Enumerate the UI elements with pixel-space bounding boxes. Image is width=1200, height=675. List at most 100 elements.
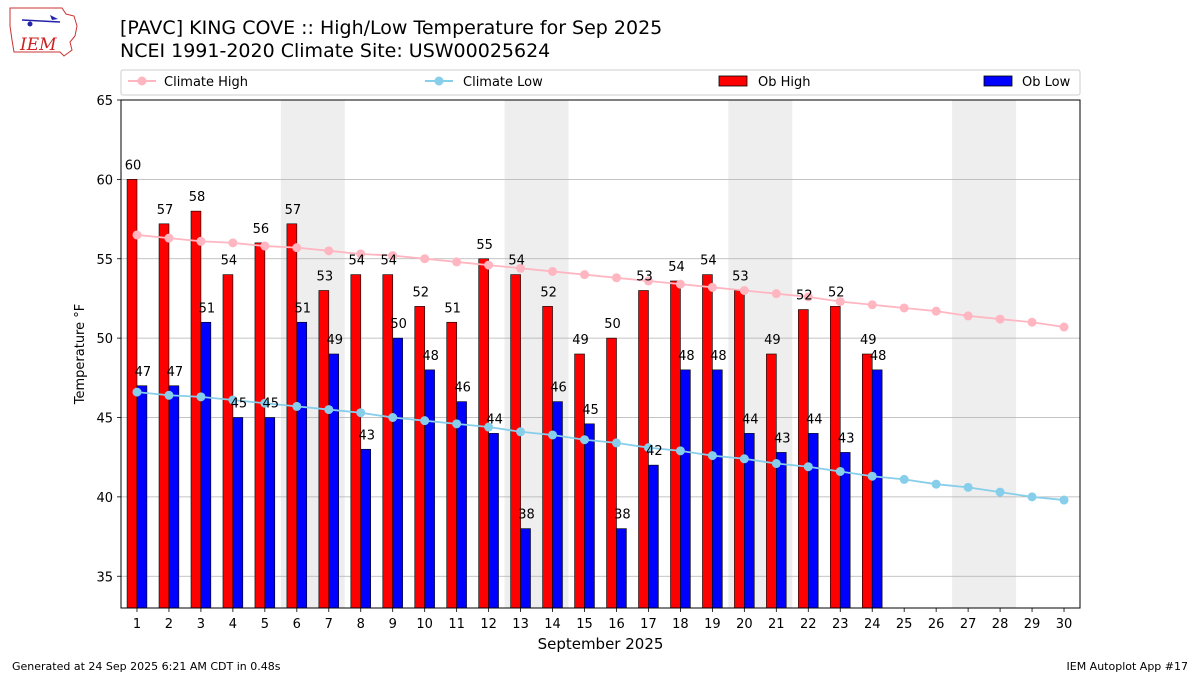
legend: Climate High Climate Low Ob High Ob Low bbox=[120, 69, 1081, 96]
ob-high-label: 52 bbox=[540, 285, 557, 300]
ob-low-label: 45 bbox=[263, 397, 280, 412]
climate-high-point bbox=[324, 246, 334, 256]
ob-low-bar bbox=[807, 433, 819, 609]
climate-low-point bbox=[580, 435, 590, 445]
legend-swatch-ob-high bbox=[718, 75, 748, 87]
gridlines bbox=[121, 99, 1080, 577]
x-tick-label: 27 bbox=[960, 617, 977, 632]
climate-high-point bbox=[867, 300, 877, 310]
y-tick-label: 60 bbox=[96, 173, 113, 188]
x-tick-label: 14 bbox=[544, 617, 561, 632]
ob-low-label: 42 bbox=[646, 444, 663, 459]
ob-low-label: 38 bbox=[614, 508, 631, 523]
legend-label-climate-high: Climate High bbox=[164, 75, 248, 90]
ob-low-label: 48 bbox=[422, 349, 439, 364]
climate-high-point bbox=[803, 292, 813, 302]
ob-low-bar bbox=[776, 452, 787, 609]
ob-low-bar bbox=[136, 385, 148, 609]
climate-low-point bbox=[228, 395, 238, 405]
ob-low-bar bbox=[360, 448, 371, 609]
ob-low-bar bbox=[871, 369, 883, 609]
x-tick-label: 10 bbox=[416, 617, 433, 632]
x-tick-label: 19 bbox=[704, 617, 721, 632]
climate-low-point bbox=[771, 459, 781, 469]
ob-low-bar bbox=[328, 353, 339, 609]
climate-high-point bbox=[835, 297, 845, 307]
data-labels: 60 57 58 54 56 57 53 54 54 52 51 55 54 52 49 50 53 54 54 53… bbox=[125, 158, 887, 522]
climate-low-point bbox=[164, 390, 174, 400]
ob-low-label: 51 bbox=[294, 301, 311, 316]
ob-low-bar bbox=[424, 369, 435, 609]
ob-low-bar bbox=[200, 321, 212, 609]
ob-low-bar bbox=[712, 369, 723, 609]
ob-high-label: 55 bbox=[476, 238, 493, 253]
x-tick-label: 22 bbox=[800, 617, 817, 632]
x-tick-label: 26 bbox=[928, 617, 945, 632]
ob-high-bar bbox=[734, 290, 745, 609]
ob-high-label: 49 bbox=[764, 333, 781, 348]
x-tick-label: 13 bbox=[512, 617, 529, 632]
ob-low-label: 43 bbox=[838, 431, 855, 446]
x-tick-label: 17 bbox=[640, 617, 657, 632]
ob-high-bar bbox=[574, 353, 585, 609]
climate-high-point bbox=[452, 257, 462, 267]
ob-low-label: 49 bbox=[326, 333, 343, 348]
y-tick-label: 50 bbox=[96, 332, 113, 347]
ob-high-bar bbox=[478, 258, 489, 609]
ob-high-label: 52 bbox=[412, 285, 429, 300]
climate-high-point bbox=[995, 314, 1005, 324]
x-tick-label: 4 bbox=[229, 617, 237, 632]
climate-high-point bbox=[260, 241, 270, 251]
climate-high-point bbox=[196, 236, 206, 246]
ob-high-label: 49 bbox=[860, 333, 877, 348]
ob-high-label: 54 bbox=[380, 254, 397, 269]
ob-high-label: 52 bbox=[796, 289, 813, 304]
ob-high-bar bbox=[254, 242, 266, 609]
ob-low-label: 44 bbox=[742, 412, 759, 427]
ob-low-label: 46 bbox=[550, 381, 567, 396]
climate-high-point bbox=[707, 282, 717, 292]
climate-low-point bbox=[931, 479, 941, 489]
x-axis: 1 2 3 4 5 6 7 8 9 10 11 12 13 14 15 16 17 18 19 20 21 22 23 24 2… bbox=[133, 608, 1072, 632]
legend-label-ob-low: Ob Low bbox=[1022, 75, 1071, 90]
ob-low-label: 48 bbox=[678, 349, 695, 364]
ob-low-bar bbox=[839, 452, 851, 609]
ob-high-label: 51 bbox=[444, 301, 461, 316]
climate-high-line bbox=[136, 234, 1065, 328]
ob-low-label: 48 bbox=[870, 349, 887, 364]
x-tick-label: 8 bbox=[357, 617, 365, 632]
ob-low-bar bbox=[168, 385, 180, 609]
ob-high-label: 53 bbox=[732, 270, 749, 285]
climate-high-point bbox=[675, 279, 685, 289]
climate-low-point bbox=[995, 487, 1005, 497]
climate-low-point bbox=[1059, 495, 1069, 505]
ob-low-bar bbox=[520, 528, 531, 609]
ob-low-label: 43 bbox=[358, 428, 375, 443]
climate-high-point bbox=[164, 233, 174, 243]
ob-low-bar bbox=[456, 401, 467, 609]
x-tick-label: 2 bbox=[165, 617, 173, 632]
ob-high-bar bbox=[830, 306, 841, 609]
ob-high-bar bbox=[446, 321, 457, 609]
climate-low-point bbox=[260, 398, 270, 408]
ob-low-bar bbox=[296, 321, 308, 609]
climate-low-point bbox=[643, 443, 653, 453]
legend-entry-ob-high: Ob High bbox=[718, 75, 811, 90]
climate-high-point bbox=[643, 276, 653, 286]
climate-high-point bbox=[516, 263, 526, 273]
legend-swatch-ob-low bbox=[983, 75, 1013, 87]
x-tick-label: 23 bbox=[832, 617, 849, 632]
ob-low-label: 50 bbox=[390, 317, 407, 332]
climate-low-point bbox=[484, 422, 494, 432]
ob-high-label: 54 bbox=[700, 254, 717, 269]
x-tick-label: 9 bbox=[389, 617, 397, 632]
climate-low-point bbox=[803, 462, 813, 472]
ob-low-label: 44 bbox=[486, 412, 503, 427]
ob-low-label: 43 bbox=[774, 431, 791, 446]
ob-high-bar bbox=[670, 280, 681, 609]
climate-low-point bbox=[739, 454, 749, 464]
x-tick-label: 29 bbox=[1024, 617, 1041, 632]
ob-low-label: 47 bbox=[167, 365, 184, 380]
climate-low-point bbox=[452, 419, 462, 429]
